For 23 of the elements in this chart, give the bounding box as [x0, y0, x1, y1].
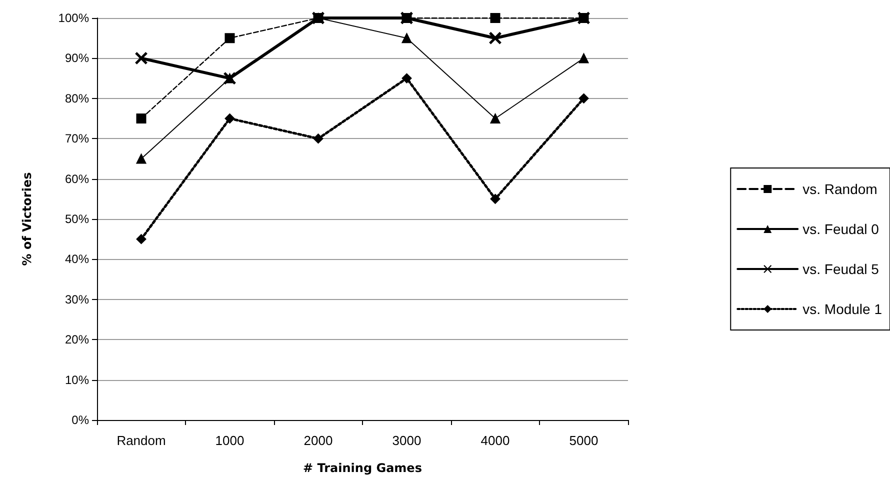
x-tick-label: 3000 — [392, 433, 422, 448]
y-tick-label: 60% — [64, 172, 90, 186]
y-tick-label: 10% — [64, 372, 90, 387]
legend-label: vs. Feudal 0 — [802, 221, 880, 237]
y-tick-label: 80% — [64, 91, 90, 106]
x-tick-label: 1000 — [215, 433, 244, 448]
y-tick-label: 40% — [64, 252, 90, 266]
x-tick-label: 4000 — [480, 433, 510, 448]
y-tick-label: 0% — [72, 413, 90, 427]
y-tick-label: 20% — [64, 332, 90, 347]
y-tick-label: 70% — [64, 132, 90, 146]
legend-label: vs. Random — [802, 181, 878, 197]
x-axis-title: # Training Games — [303, 461, 422, 475]
y-tick-label: 50% — [64, 212, 90, 226]
y-tick-label: 30% — [64, 292, 90, 306]
y-tick-label: 90% — [64, 51, 90, 66]
x-tick-label: 5000 — [569, 433, 598, 448]
x-tick-label: 2000 — [304, 433, 333, 448]
x-tick-label: Random — [116, 433, 166, 448]
y-tick-label: 100% — [58, 11, 90, 25]
y-axis-title: % of Victories — [20, 172, 34, 266]
legend-label: vs. Module 1 — [802, 301, 882, 317]
legend-label: vs. Feudal 5 — [802, 261, 880, 277]
